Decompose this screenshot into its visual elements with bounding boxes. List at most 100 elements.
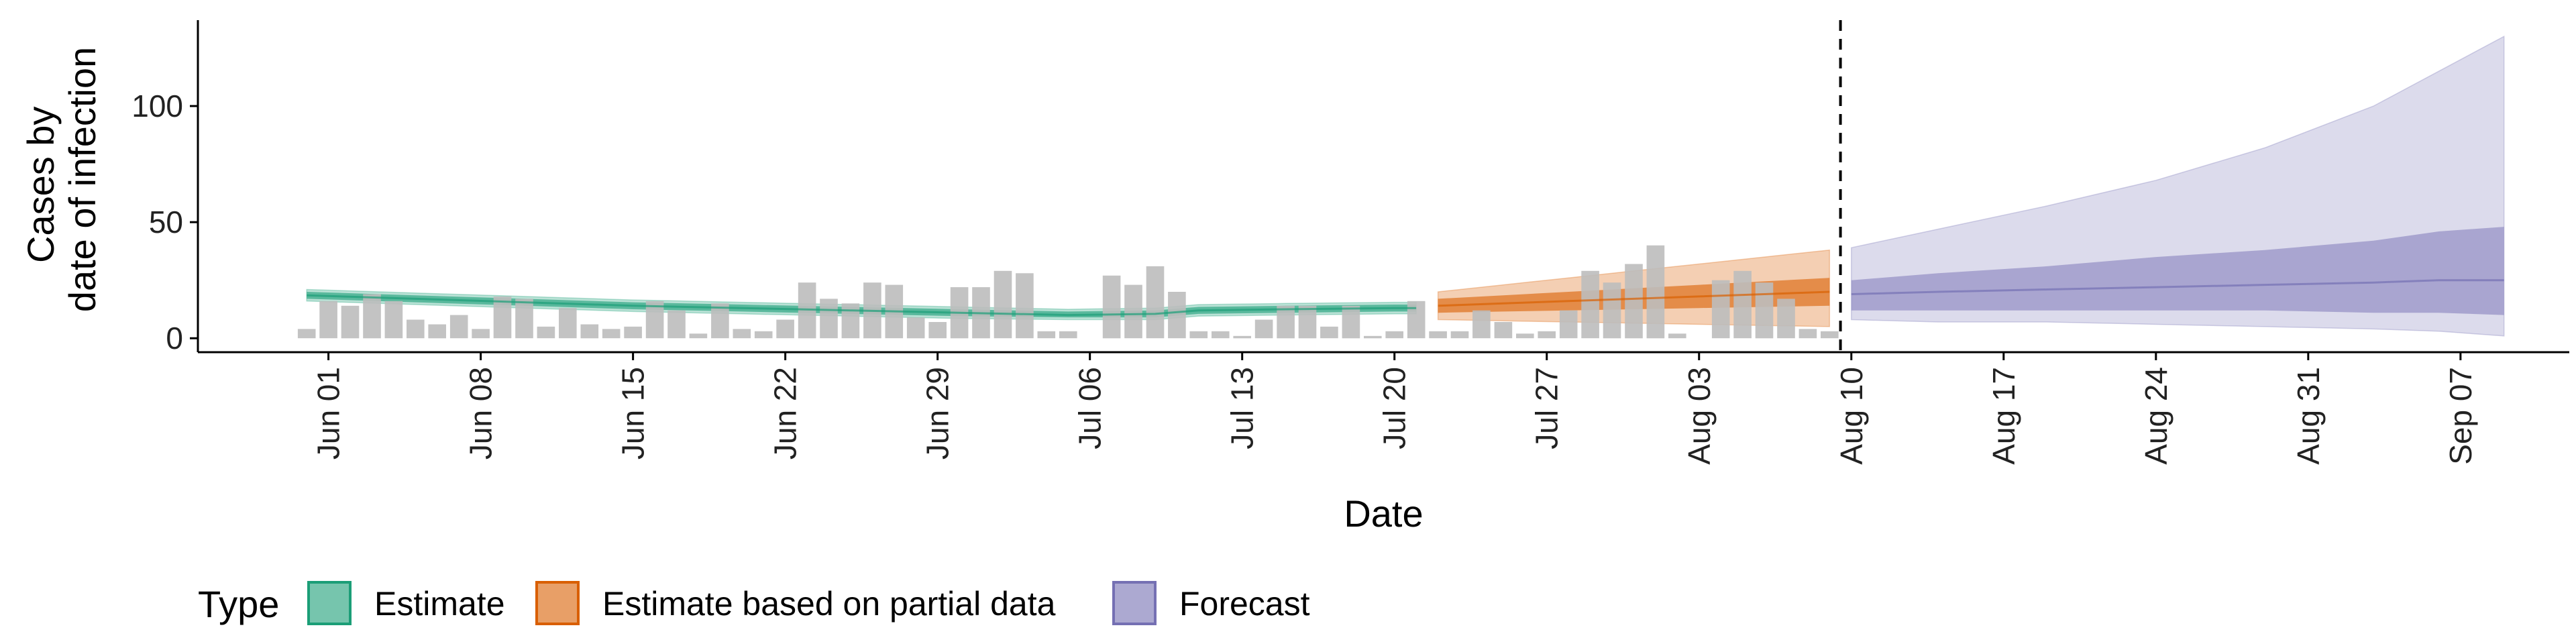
x-tick-label: Jun 15 — [616, 367, 651, 460]
case-bar — [559, 308, 577, 339]
case-bar — [472, 329, 490, 339]
case-bar — [363, 294, 381, 339]
y-tick-label: 100 — [131, 89, 183, 123]
x-tick-label: Aug 10 — [1834, 367, 1869, 465]
case-bar — [297, 329, 316, 339]
bar-layer — [297, 245, 1839, 339]
case-bar — [407, 319, 425, 339]
case-bar — [1538, 331, 1556, 339]
case-bar — [1472, 310, 1491, 339]
case-bar — [449, 315, 468, 339]
case-bar — [906, 317, 925, 339]
case-bar — [1385, 331, 1403, 339]
case-bar — [1189, 331, 1208, 339]
case-bar — [1212, 331, 1230, 339]
median-layer — [307, 279, 2504, 317]
x-tick-label: Jun 08 — [464, 367, 498, 460]
case-bar — [841, 303, 860, 339]
case-bar — [1429, 331, 1447, 339]
x-tick-label: Jul 06 — [1073, 367, 1108, 449]
case-bar — [319, 301, 337, 339]
legend: Type Estimate Estimate based on partial d… — [198, 581, 1310, 625]
y-axis-title-line-2: date of infection — [61, 47, 103, 312]
case-bar — [711, 303, 729, 339]
x-axis-title: Date — [1344, 492, 1423, 535]
legend-swatch-estimate-based-on-partial-data — [535, 581, 580, 625]
case-bar — [1320, 326, 1338, 339]
case-bar — [1516, 333, 1534, 339]
forecast-median-line — [1851, 279, 2504, 295]
estimate-outer-ribbon — [306, 288, 1417, 321]
case-bar — [1494, 322, 1513, 339]
x-tick-label: Jun 29 — [920, 367, 955, 460]
case-bar — [1059, 331, 1077, 339]
case-bar — [1450, 331, 1469, 339]
x-tick-label: Aug 17 — [1986, 367, 2021, 465]
case-bar — [1646, 245, 1665, 339]
case-bar — [515, 299, 533, 339]
y-axis-title: Cases by date of infection — [19, 47, 103, 312]
forecast-inner-ribbon — [1851, 227, 2504, 315]
legend-label-forecast: Forecast — [1179, 585, 1310, 623]
case-bar — [602, 329, 621, 339]
x-tick-label: Jul 27 — [1529, 367, 1564, 449]
x-tick-label: Aug 03 — [1682, 367, 1717, 465]
case-bar — [1342, 305, 1360, 339]
legend-label-estimate: Estimate — [374, 585, 505, 623]
case-bar — [820, 299, 838, 339]
case-bar — [1407, 301, 1426, 339]
y-tick-label: 0 — [166, 321, 183, 356]
case-bar — [1124, 284, 1142, 339]
estimate-based-on-partial-data-median-line — [1438, 290, 1830, 307]
x-tick-label: Jun 22 — [768, 367, 803, 460]
x-tick-label: Jul 13 — [1225, 367, 1260, 449]
case-bar — [1668, 333, 1686, 339]
case-bar — [1277, 305, 1295, 339]
legend-title: Type — [198, 583, 279, 625]
case-bar — [994, 270, 1012, 339]
case-bar — [1799, 329, 1817, 339]
case-bar — [1733, 270, 1752, 339]
case-bar — [1016, 273, 1034, 339]
x-tick-label: Jul 20 — [1377, 367, 1412, 449]
case-bar — [1102, 275, 1121, 339]
case-bar — [1233, 335, 1251, 339]
case-bar — [1821, 331, 1839, 339]
case-bar — [624, 326, 642, 339]
case-bar — [1581, 270, 1599, 339]
case-bar — [733, 329, 751, 339]
legend-label-estimate-based-on-partial-data: Estimate based on partial data — [602, 585, 1056, 623]
case-bar — [1559, 310, 1578, 339]
y-axis-ticks: 0 50 100 — [131, 89, 198, 356]
case-bar — [1037, 331, 1056, 339]
y-axis-title-line-1: Cases by — [19, 107, 62, 263]
y-tick-label: 50 — [149, 205, 183, 239]
ribbon-layer — [306, 35, 2505, 337]
case-bar — [1777, 299, 1795, 339]
case-bar — [384, 301, 403, 339]
case-bar — [1625, 264, 1643, 339]
x-axis-ticks: Jun 01 Jun 08 Jun 15 Jun 22 Jun 29 Jul 06 Jul … — [311, 352, 2478, 465]
legend-swatch-estimate — [307, 581, 352, 625]
case-bar — [1364, 335, 1382, 339]
case-bar — [493, 296, 512, 339]
case-bar — [1254, 319, 1273, 339]
case-bar — [1603, 282, 1621, 339]
x-tick-label: Sep 07 — [2443, 367, 2478, 465]
case-bar — [428, 324, 446, 339]
case-bar — [754, 331, 773, 339]
legend-swatch-forecast — [1112, 581, 1157, 625]
case-bar — [580, 324, 599, 339]
case-bar — [776, 319, 794, 339]
case-bar — [689, 333, 708, 339]
x-tick-label: Jun 01 — [311, 367, 346, 460]
case-bar — [667, 310, 686, 339]
case-bar — [1146, 266, 1165, 339]
x-tick-label: Aug 31 — [2291, 367, 2326, 465]
estimate-median-line — [307, 294, 1417, 317]
case-bar — [1711, 280, 1730, 339]
case-bar — [1298, 305, 1317, 339]
case-bar — [1168, 292, 1186, 339]
case-bar — [928, 322, 947, 339]
x-tick-label: Aug 24 — [2139, 367, 2174, 465]
